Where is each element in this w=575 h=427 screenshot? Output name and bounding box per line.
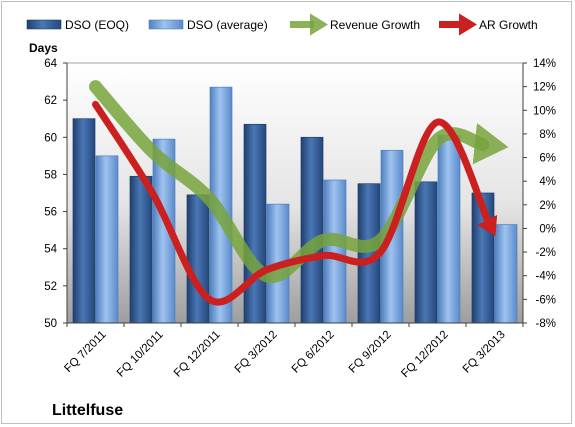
y-right-tick-label: 2%: [539, 200, 556, 212]
y-left-tick-label: 64: [44, 58, 57, 70]
x-tick-label-fq-3-2013: FQ 3/2013: [461, 329, 508, 376]
y-right-tick-label: 4%: [539, 176, 556, 188]
legend-swatch-dso-eoq: [26, 19, 62, 30]
y-right-tick-label: -6%: [536, 294, 556, 306]
y-right-tick-label: 6%: [539, 153, 556, 165]
legend-swatch-dso-average: [148, 19, 184, 30]
bar-dso-average-fq-12-2012: [437, 135, 461, 324]
y-right-tick-label: 10%: [533, 105, 556, 117]
legend-label-revenue-growth: Revenue Growth: [330, 18, 420, 32]
bar-dso-eoq-fq-7-2011: [72, 118, 96, 324]
y-left-tick-label: 62: [44, 95, 57, 107]
y-right-tick-label: -4%: [536, 271, 556, 283]
bar-dso-average-fq-7-2011: [95, 155, 119, 324]
bar-dso-eoq-fq-12-2011: [186, 194, 210, 324]
bar-dso-eoq-fq-12-2012: [414, 181, 438, 324]
legend: DSO (EOQ) DSO (average) Revenue Growth A…: [26, 13, 538, 36]
y-left-tick-label: 54: [44, 244, 57, 256]
y-left-tick-label: 52: [44, 281, 57, 293]
bar-dso-average-fq-3-2013: [494, 224, 518, 324]
x-tick-label-fq-10-2011: FQ 10/2011: [115, 329, 166, 380]
x-tick-label-fq-9-2012: FQ 9/2012: [347, 329, 394, 376]
legend-label-dso-average: DSO (average): [187, 18, 268, 32]
x-tick-label-fq-12-2012: FQ 12/2012: [399, 329, 450, 380]
x-tick-label-fq-6-2012: FQ 6/2012: [290, 329, 337, 376]
x-tick-label-fq-12-2011: FQ 12/2011: [172, 329, 223, 380]
y-right-tick-label: -2%: [536, 247, 556, 259]
line-revenue-growth: [89, 80, 509, 284]
y-left-tick-label: 60: [44, 132, 57, 144]
x-tick-label-fq-7-2011: FQ 7/2011: [62, 329, 108, 375]
y-left-tick-label: 56: [44, 207, 57, 219]
x-tick-label-fq-3-2012: FQ 3/2012: [233, 329, 280, 376]
legend-label-ar-growth: AR Growth: [479, 18, 538, 32]
y-right-tick-label: 12%: [533, 82, 556, 94]
bar-dso-eoq-fq-10-2011: [129, 175, 153, 324]
bar-dso-average-fq-6-2012: [323, 179, 347, 324]
lines-layer: [89, 80, 509, 306]
line-ar-growth: [92, 100, 498, 306]
bar-dso-eoq-fq-3-2012: [243, 123, 267, 324]
company-name: Littelfuse: [52, 402, 123, 419]
y-left-tick-label: 50: [44, 318, 57, 330]
bar-dso-eoq-fq-6-2012: [300, 136, 324, 324]
legend-label-dso-eoq: DSO (EOQ): [65, 18, 129, 32]
y-axis-title-left: Days: [29, 41, 58, 55]
y-left-tick-label: 58: [44, 169, 57, 181]
y-right-tick-label: 8%: [539, 129, 556, 141]
y-right-tick-label: 14%: [533, 58, 556, 70]
y-right-tick-label: 0%: [539, 223, 556, 235]
y-right-tick-label: -8%: [536, 318, 556, 330]
